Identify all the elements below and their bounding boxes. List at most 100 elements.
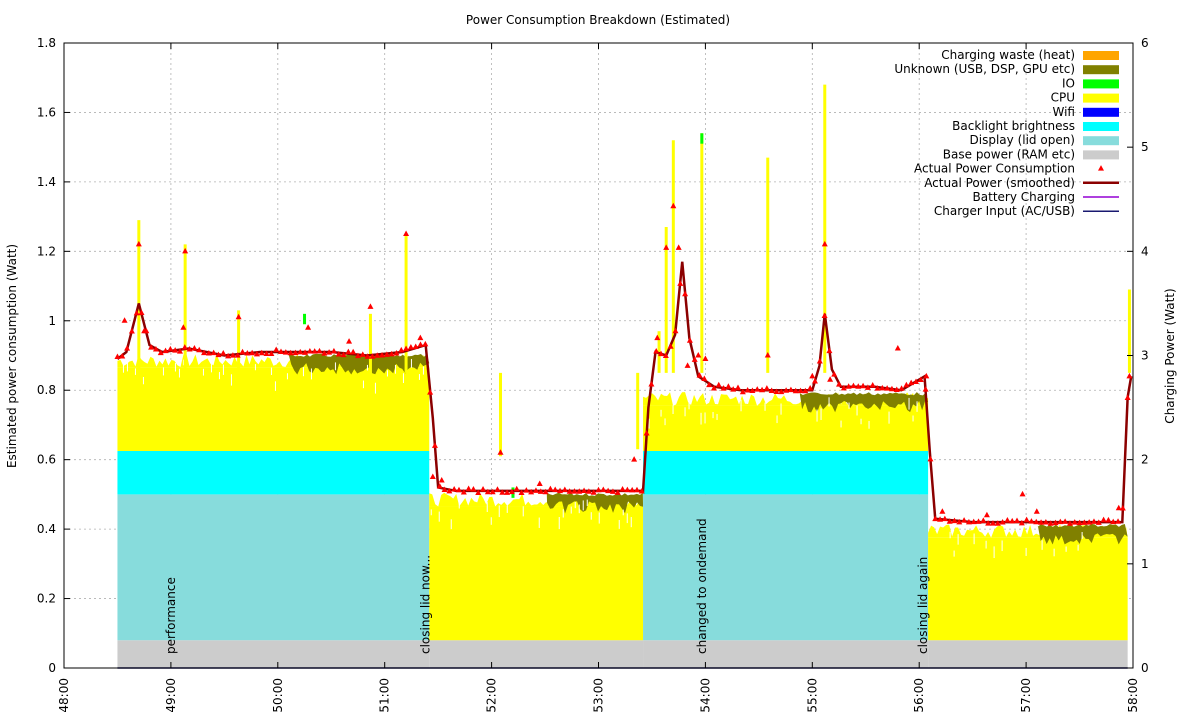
actual-power-point	[923, 372, 930, 379]
actual-power-point	[537, 488, 544, 494]
actual-power-point	[489, 488, 496, 495]
actual-power-point	[513, 485, 520, 492]
legend-swatch	[1083, 107, 1119, 117]
actual-power-point	[763, 385, 770, 391]
actual-power-point	[994, 520, 1001, 526]
actual-power-point	[138, 309, 145, 316]
actual-power-point	[831, 371, 838, 377]
actual-power-point	[633, 486, 640, 493]
actual-power-point	[677, 280, 684, 286]
actual-power-point	[407, 343, 414, 350]
actual-power-point	[855, 383, 862, 389]
actual-power-point	[465, 485, 472, 491]
actual-power-point	[128, 328, 135, 334]
legend-label: Wifi	[1053, 105, 1076, 119]
actual-power-point	[975, 518, 982, 524]
actual-power-point	[879, 384, 886, 391]
legend-swatch	[1083, 79, 1119, 89]
actual-power-point	[1004, 516, 1011, 523]
actual-power-point	[311, 348, 318, 354]
actual-power-point	[244, 350, 251, 356]
actual-power-point	[941, 515, 948, 522]
cpu-area	[117, 367, 430, 451]
actual-power-point	[552, 486, 559, 493]
actual-power-point	[1042, 519, 1049, 525]
actual-power-point	[631, 456, 638, 462]
display-area	[643, 494, 929, 641]
actual-power-point	[662, 352, 669, 359]
actual-power-point	[682, 290, 689, 297]
base-power-area	[429, 640, 644, 668]
unknown-area	[546, 492, 644, 514]
actual-power-point	[1028, 518, 1035, 524]
y2-tick-label: 5	[1141, 140, 1149, 154]
axes: 48:00 49:00 50:00 51:00 52:00 53:00 54:00 55:00…	[37, 36, 1149, 713]
actual-power-point	[720, 385, 727, 391]
actual-power-point	[542, 488, 549, 495]
actual-power-point	[985, 520, 992, 526]
actual-power-point	[121, 317, 128, 323]
actual-power-point	[1033, 518, 1040, 525]
actual-power-point	[1090, 518, 1097, 524]
y-tick-label: 0.2	[37, 592, 56, 606]
actual-power-point	[701, 375, 708, 381]
actual-power-point	[176, 348, 183, 354]
actual-power-point	[675, 244, 682, 250]
actual-power-point	[903, 381, 910, 388]
actual-power-point	[590, 489, 597, 495]
segment-annotation: changed to ondemand	[695, 518, 709, 654]
actual-power-point	[629, 486, 636, 493]
actual-power-point	[836, 381, 843, 387]
actual-power-point	[566, 488, 573, 494]
actual-power-point	[1014, 517, 1021, 523]
actual-power-point	[239, 348, 246, 355]
actual-power-point	[460, 489, 467, 495]
y2-axis-label: Charging Power (Watt)	[1163, 288, 1177, 423]
actual-power-point	[764, 352, 771, 358]
legend-swatch	[1083, 65, 1119, 75]
x-tick-label: 58:00	[1126, 678, 1140, 713]
legend-marker	[1098, 165, 1104, 171]
actual-power-point	[1124, 394, 1131, 400]
actual-power-point	[369, 353, 376, 359]
actual-power-point	[1105, 516, 1112, 523]
actual-power-point	[1095, 519, 1102, 525]
legend-label: Display (lid open)	[970, 133, 1075, 147]
actual-power-point	[561, 486, 568, 492]
actual-power-point	[980, 517, 987, 523]
actual-power-point	[438, 477, 445, 483]
actual-power-point	[1110, 518, 1117, 525]
actual-power-point	[1081, 519, 1088, 525]
y2-tick-label: 1	[1141, 557, 1149, 571]
base-power-area	[117, 640, 430, 668]
actual-power-point	[912, 378, 919, 385]
actual-power-point	[1115, 518, 1122, 524]
actual-power-point	[951, 517, 958, 524]
actual-power-point	[585, 488, 592, 494]
y-tick-label: 0.4	[37, 522, 56, 536]
legend-label: Charger Input (AC/USB)	[934, 204, 1075, 218]
x-tick-label: 55:00	[805, 678, 819, 713]
actual-power-point	[114, 353, 121, 359]
actual-power-point	[773, 388, 780, 395]
actual-power-point	[1033, 508, 1040, 514]
actual-power-point	[532, 487, 539, 493]
actual-power-point	[263, 350, 270, 356]
actual-power-point	[306, 347, 313, 354]
actual-power-point	[696, 372, 703, 378]
actual-power-point	[715, 381, 722, 388]
actual-power-point	[1052, 519, 1059, 526]
segment-annotation: performance	[164, 577, 178, 654]
actual-power-point	[229, 352, 236, 358]
actual-power-point	[1038, 519, 1045, 525]
actual-power-point	[427, 389, 434, 395]
actual-power-point	[576, 488, 583, 494]
actual-power-point	[499, 489, 506, 495]
actual-power-point	[398, 346, 405, 353]
actual-power-point	[220, 350, 227, 356]
actual-power-point	[884, 385, 891, 391]
actual-power-point	[383, 351, 390, 357]
actual-power-point	[638, 488, 645, 494]
y-tick-label: 1.6	[37, 105, 56, 119]
actual-power-point	[667, 343, 674, 349]
